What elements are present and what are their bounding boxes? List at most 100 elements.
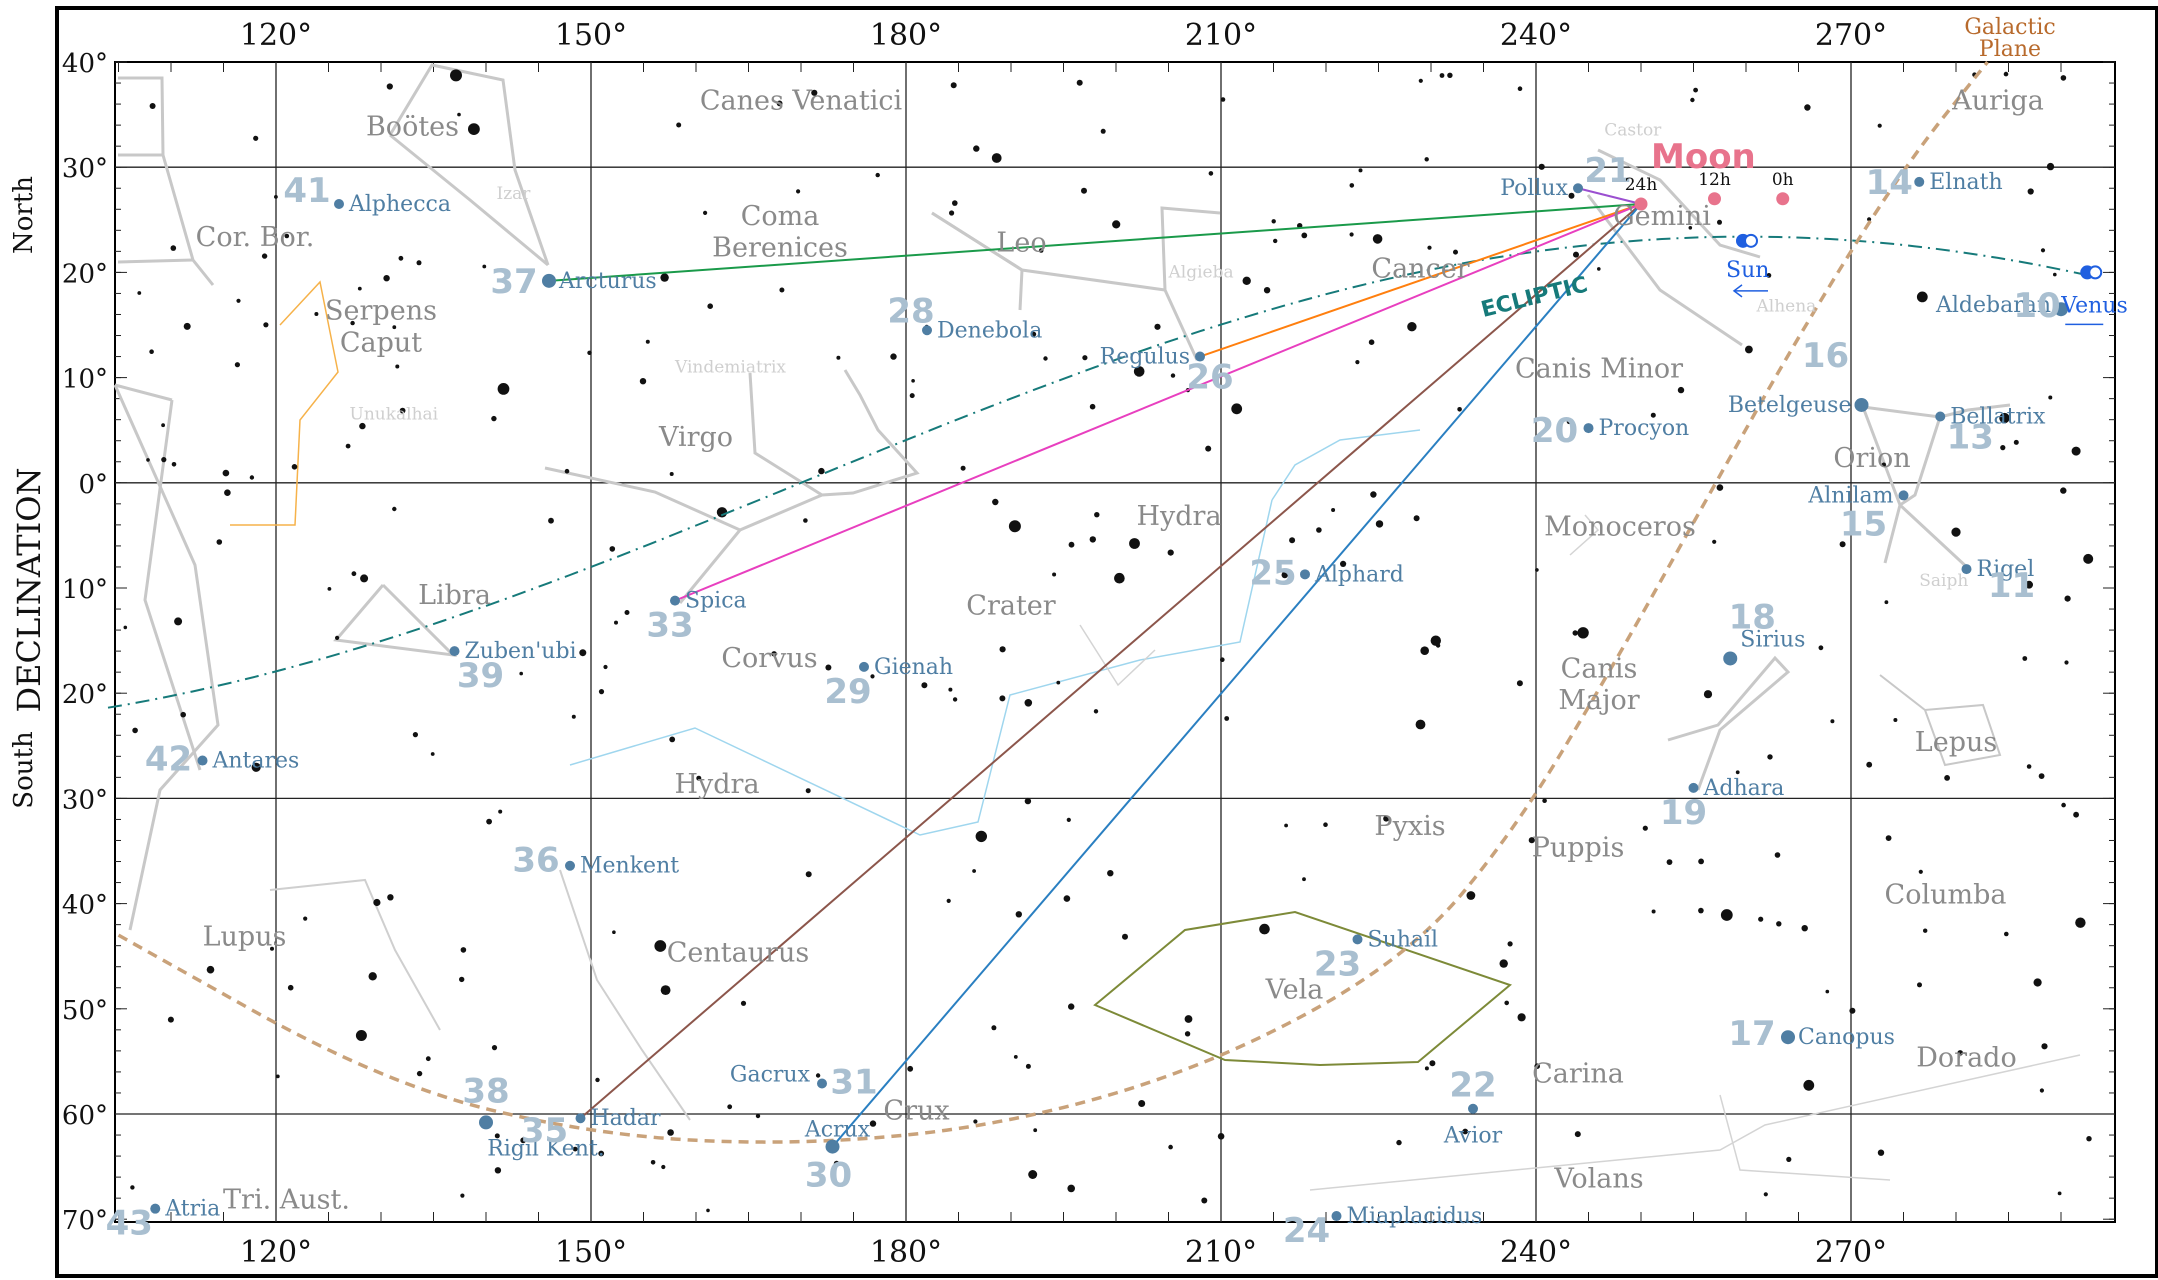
lunar-distance-line-regulus <box>1199 203 1642 358</box>
background-star <box>1877 123 1882 128</box>
background-star <box>1122 933 1128 940</box>
dec-tick-label: 70° <box>62 1206 108 1236</box>
star-name-label: Elnath <box>1929 170 2002 195</box>
background-star <box>275 1074 280 1079</box>
background-star <box>1066 817 1071 823</box>
background-star <box>825 664 832 671</box>
background-star <box>950 82 957 89</box>
background-star <box>2086 1136 2092 1142</box>
background-star <box>1323 822 1328 827</box>
background-star <box>703 210 708 215</box>
declination-axis-title: DECLINATION <box>10 468 48 713</box>
background-star <box>654 940 667 952</box>
background-star <box>494 1133 500 1139</box>
background-star <box>614 620 618 625</box>
background-star <box>1415 719 1426 730</box>
background-star <box>869 1120 877 1127</box>
constellation-label: Serpens <box>325 296 437 327</box>
faint-star-label: Unukalhai <box>350 405 439 425</box>
background-star <box>146 458 150 462</box>
navigational-star <box>670 595 680 606</box>
background-star <box>1093 709 1099 714</box>
background-star <box>1466 891 1476 900</box>
background-star <box>2013 439 2019 445</box>
background-star <box>270 946 274 951</box>
background-star <box>2022 656 2028 661</box>
background-star <box>1331 508 1336 512</box>
sun-label: Sun <box>1726 258 1769 283</box>
constellation-label: Carina <box>1532 1058 1624 1089</box>
star-number-label: 31 <box>830 1062 877 1102</box>
background-star <box>1867 217 1872 222</box>
background-star <box>815 1073 821 1078</box>
dec-tick-label: 60° <box>62 1101 108 1131</box>
constellation-label: Boötes <box>366 112 459 143</box>
background-star <box>1698 907 1704 914</box>
background-star <box>1573 251 1579 258</box>
background-star <box>1698 858 1704 865</box>
background-star <box>450 69 462 82</box>
background-star <box>1355 360 1360 365</box>
background-star <box>991 153 1002 163</box>
background-star <box>2075 917 2086 928</box>
background-star <box>1340 560 1347 568</box>
background-star <box>236 298 241 303</box>
background-star <box>1767 754 1773 760</box>
faint-star-label: Castor <box>1604 121 1662 141</box>
background-star <box>183 322 191 330</box>
star-number-label: 43 <box>106 1204 153 1244</box>
dec-tick-label: 30° <box>62 154 108 184</box>
background-star <box>460 947 467 953</box>
constellation-label: Orion <box>1833 443 1910 474</box>
background-star <box>2053 272 2057 277</box>
constellation-label: Hydra <box>674 769 759 800</box>
lunar-distance-line-pollux <box>1577 187 1642 205</box>
constellation-label: Canis Minor <box>1515 354 1683 385</box>
background-star <box>660 985 671 995</box>
background-star <box>1917 982 1922 988</box>
constellation-label: Crux <box>883 1095 949 1126</box>
background-star <box>661 1164 666 1170</box>
background-star <box>355 1030 367 1041</box>
background-star <box>174 617 183 626</box>
background-star <box>357 286 362 291</box>
moon-position-dot <box>1776 192 1790 206</box>
background-star <box>999 646 1006 653</box>
background-star <box>960 465 966 471</box>
background-star <box>1923 928 1928 933</box>
background-star <box>587 350 592 355</box>
star-number-label: 24 <box>1283 1211 1330 1251</box>
background-star <box>1893 718 1898 722</box>
background-star <box>350 320 355 326</box>
background-star <box>1271 219 1276 224</box>
background-star <box>398 255 404 261</box>
background-star <box>1535 568 1539 572</box>
background-star <box>1100 128 1106 134</box>
background-star <box>1031 331 1037 337</box>
background-star <box>2026 764 2032 769</box>
background-star <box>263 322 269 328</box>
background-star <box>1107 870 1114 877</box>
background-star <box>1918 869 1923 874</box>
background-star <box>1043 356 1048 361</box>
star-number-label: 37 <box>490 262 537 302</box>
star-name-label: Betelgeuse <box>1728 393 1852 418</box>
venus-label: Venus <box>2060 293 2128 318</box>
background-star <box>803 518 808 523</box>
star-number-label: 33 <box>646 606 693 646</box>
background-star <box>1745 345 1753 354</box>
background-star <box>1082 355 1088 361</box>
constellation-label: Volans <box>1553 1164 1643 1195</box>
star-name-label: Rigil Kent. <box>487 1136 605 1161</box>
sun-motion-arrow <box>1732 284 1743 298</box>
background-star <box>676 122 682 128</box>
navigational-star <box>817 1078 827 1089</box>
faint-star-label: Algieba <box>1168 263 1234 283</box>
star-number-label: 38 <box>462 1071 509 1111</box>
background-star <box>1220 97 1226 102</box>
background-star <box>130 1185 135 1190</box>
star-name-label: Suhail <box>1368 927 1439 952</box>
background-star <box>973 1119 978 1124</box>
background-star <box>1597 267 1601 271</box>
